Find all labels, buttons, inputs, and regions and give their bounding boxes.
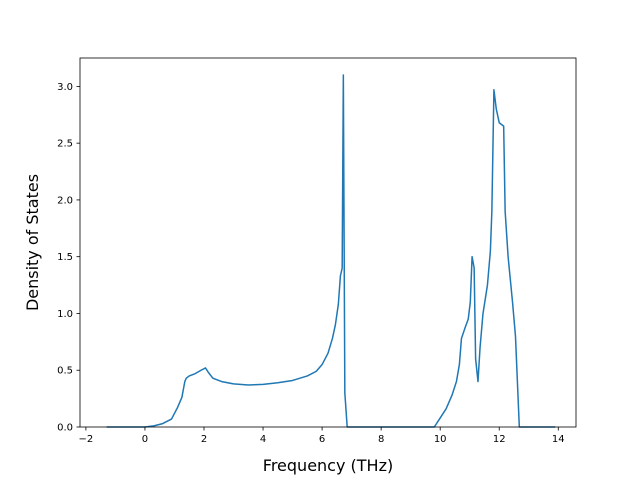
y-axis-title: Density of States	[23, 174, 42, 311]
x-tick-label: 14	[552, 434, 565, 445]
x-tick-label: 0	[142, 434, 148, 445]
axes-frame	[79, 57, 577, 428]
x-tick-label: 2	[201, 434, 207, 445]
x-axis-title: Frequency (THz)	[263, 456, 393, 475]
x-tick-label: 12	[493, 434, 506, 445]
x-tick-label: 8	[378, 434, 384, 445]
y-tick-label: 2.5	[57, 139, 73, 150]
y-tick-label: 2.0	[57, 195, 73, 206]
x-tick-label: −2	[79, 434, 94, 445]
dos-line-series-0	[106, 74, 556, 428]
y-axis-ticks: 0.0 0.5 1.0 1.5 2.0 2.5 3.0	[57, 82, 80, 434]
y-tick-label: 1.0	[57, 309, 73, 320]
y-tick-label: 0.5	[57, 366, 73, 377]
y-tick-label: 1.5	[57, 252, 73, 263]
x-axis-ticks: −2 0 2 4 6 8 10 12 14	[79, 427, 565, 445]
x-tick-label: 4	[260, 434, 266, 445]
x-tick-label: 10	[434, 434, 447, 445]
y-tick-label: 3.0	[57, 82, 73, 93]
y-tick-label: 0.0	[57, 423, 73, 434]
plot-area	[106, 74, 556, 428]
x-tick-label: 6	[319, 434, 325, 445]
